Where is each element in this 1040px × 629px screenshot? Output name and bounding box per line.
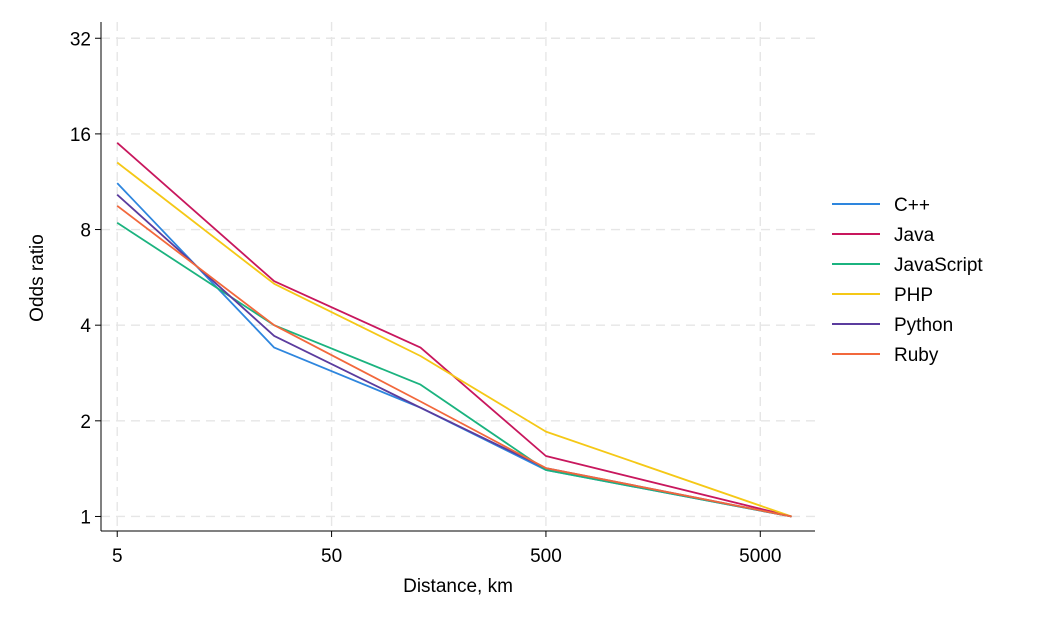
y-tick-label: 4 (80, 316, 91, 337)
legend-label: PHP (894, 285, 933, 306)
series-line (116, 205, 792, 518)
series-line (116, 194, 792, 518)
legend-label: Ruby (894, 345, 939, 366)
series-lines (116, 142, 792, 518)
legend-label: Java (894, 225, 935, 246)
legend-label: JavaScript (894, 255, 983, 276)
y-axis-title: Odds ratio (27, 234, 48, 322)
legend-label: C++ (894, 195, 930, 216)
y-tick-label: 1 (80, 507, 91, 528)
series-line (116, 161, 792, 518)
series-line (116, 142, 792, 518)
x-tick-label: 500 (530, 546, 562, 567)
legend-label: Python (894, 315, 953, 336)
x-tick-label: 5 (112, 546, 123, 567)
x-tick-label: 5000 (739, 546, 781, 567)
y-tick-label: 8 (80, 221, 91, 242)
y-tick-label: 32 (70, 29, 91, 50)
grid (101, 22, 815, 531)
x-axis-title: Distance, km (403, 576, 513, 597)
x-tick-label: 50 (321, 546, 342, 567)
y-tick-label: 2 (80, 412, 91, 433)
axes: 1 2 4 8 16 32 5 50 500 5000 (70, 22, 815, 567)
series-line (116, 222, 792, 518)
legend: C++ Java JavaScript PHP Python Ruby (832, 195, 983, 366)
y-tick-label: 16 (70, 125, 91, 146)
